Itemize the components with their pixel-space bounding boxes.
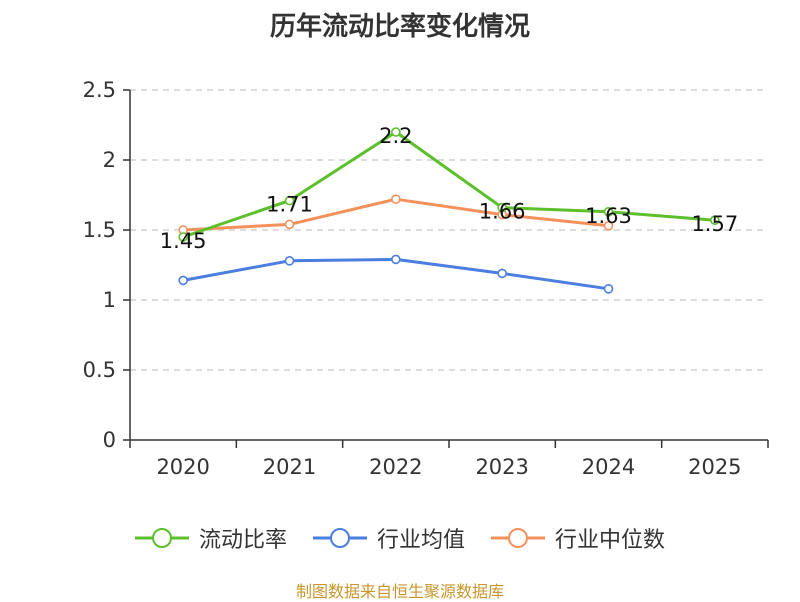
y-tick-label: 0: [103, 428, 116, 452]
legend-marker: [329, 528, 350, 548]
legend-swatch-industry-mean: [312, 528, 367, 548]
legend-item-industry-median[interactable]: 行业中位数: [491, 522, 665, 554]
data-point: [178, 275, 188, 286]
data-point: [178, 232, 188, 242]
x-tick-label: 2020: [156, 455, 209, 479]
data-point: [391, 194, 401, 204]
x-tick-label: 2023: [475, 455, 528, 479]
data-label: 1.66: [479, 200, 526, 224]
legend-marker: [151, 528, 172, 548]
data-point: [497, 268, 507, 279]
chart-title: 历年流动比率变化情况: [269, 12, 530, 42]
y-tick-label: 2.5: [83, 78, 116, 102]
y-tick-label: 1.5: [83, 218, 116, 242]
x-tick-label: 2024: [582, 455, 635, 479]
legend-label-current-ratio: 流动比率: [198, 528, 287, 553]
data-point: [284, 255, 295, 266]
legend-label-industry-mean: 行业均值: [376, 528, 465, 553]
data-point: [497, 202, 507, 213]
x-tick-label: 2021: [263, 455, 316, 479]
legend-swatch-industry-median: [491, 528, 545, 548]
x-tick-label: 2025: [688, 455, 741, 479]
y-tick-label: 2: [103, 148, 116, 172]
legend: 流动比率 行业均值 行业中位数: [0, 518, 800, 558]
data-label: 1.63: [585, 204, 632, 228]
series-line: [182, 130, 715, 239]
data-point: [284, 219, 295, 230]
data-label: 1.45: [160, 229, 207, 253]
data-label: 2.2: [379, 124, 412, 148]
data-point: [603, 207, 614, 217]
data-point: [603, 283, 614, 294]
y-tick-label: 0.5: [83, 358, 116, 382]
data-point: [603, 221, 614, 231]
data-point: [391, 127, 401, 137]
y-tick-label: 1: [103, 288, 116, 312]
legend-label-industry-median: 行业中位数: [555, 528, 666, 553]
x-tick-label: 2022: [369, 455, 422, 479]
data-label: 1.57: [691, 212, 738, 236]
legend-marker: [508, 528, 528, 548]
data-point: [284, 195, 295, 206]
legend-swatch-current-ratio: [134, 528, 189, 548]
legend-item-current-ratio[interactable]: 流动比率: [134, 522, 287, 554]
data-point: [391, 254, 401, 265]
data-label: 1.71: [266, 193, 313, 217]
source-note: 制图数据来自恒生聚源数据库: [295, 582, 504, 601]
legend-item-industry-mean[interactable]: 行业均值: [312, 522, 465, 554]
data-point: [710, 215, 720, 225]
